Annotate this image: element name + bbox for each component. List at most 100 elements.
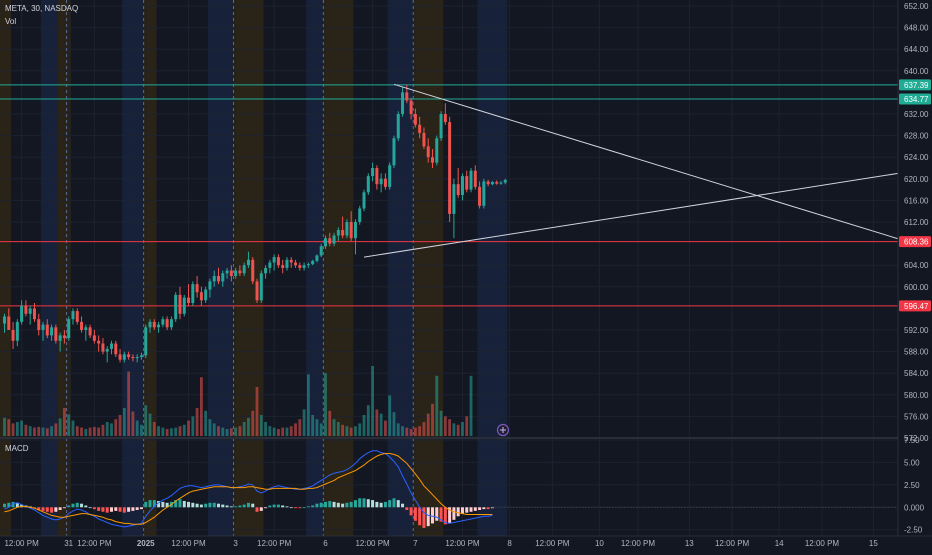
candle-body xyxy=(7,316,11,330)
macd-histogram-bar xyxy=(191,502,195,508)
macd-histogram-bar xyxy=(294,507,298,509)
plus-icon[interactable] xyxy=(496,423,510,437)
candle-body xyxy=(148,321,152,328)
volume-bar xyxy=(58,418,62,436)
macd-histogram-bar xyxy=(285,506,289,508)
candle-body xyxy=(229,270,233,276)
macd-histogram-bar xyxy=(345,502,349,508)
macd-histogram-bar xyxy=(366,499,370,508)
candle-body xyxy=(24,305,28,314)
candle-body xyxy=(383,178,387,187)
volume-bar xyxy=(362,415,366,436)
volume-bar xyxy=(469,375,473,436)
macd-histogram-bar xyxy=(405,507,409,510)
candle-body xyxy=(465,176,469,190)
candle-body xyxy=(413,114,417,125)
candle-body xyxy=(298,265,302,268)
macd-histogram-bar xyxy=(418,507,422,526)
macd-histogram-bar xyxy=(225,505,229,508)
macd-histogram-bar xyxy=(272,504,276,508)
candle-body xyxy=(92,335,96,341)
candle-body xyxy=(311,260,315,265)
candle-body xyxy=(41,324,45,330)
volume-bar xyxy=(431,403,434,436)
signal-line xyxy=(4,453,493,525)
candle-body xyxy=(452,184,456,214)
time-tick-label: 13 xyxy=(685,539,694,548)
candle-body xyxy=(101,343,105,352)
volume-bar xyxy=(268,426,272,436)
candle-body xyxy=(388,165,392,187)
candle-body xyxy=(80,321,84,330)
volume-bar xyxy=(324,373,327,436)
volume-bar xyxy=(97,427,101,436)
macd-histogram-bar xyxy=(174,500,178,508)
price-levels[interactable] xyxy=(0,84,898,307)
macd-histogram-bar xyxy=(110,507,113,512)
macd-histogram-bar xyxy=(379,502,383,508)
volume-bar xyxy=(328,410,332,436)
macd-histogram-bar xyxy=(45,507,49,512)
macd-histogram-bar xyxy=(152,500,156,508)
volume-bar xyxy=(384,420,387,436)
price-tick-label: 572.00 xyxy=(904,434,929,443)
candle-body xyxy=(54,327,58,341)
volume-bar xyxy=(461,422,464,436)
candle-body xyxy=(353,222,357,239)
candle-body xyxy=(114,343,118,355)
candle-body xyxy=(456,184,460,195)
macd-histogram-bar xyxy=(328,501,332,508)
time-tick-label: 14 xyxy=(775,539,784,548)
macd-tick-label: 0.000 xyxy=(904,503,925,512)
volume-bar xyxy=(272,427,276,436)
macd-histogram-bar xyxy=(208,502,212,508)
volume-bar xyxy=(247,417,250,436)
candle-body xyxy=(332,235,336,244)
volume-bar xyxy=(336,422,340,436)
volume-bar xyxy=(20,420,24,436)
volume-bar xyxy=(255,387,259,436)
candle-body xyxy=(495,182,499,184)
candle-body xyxy=(97,340,101,344)
macd-histogram-bar xyxy=(276,504,280,508)
price-tick-label: 600.00 xyxy=(904,283,929,292)
price-tick-label: 632.00 xyxy=(904,110,929,119)
volume-bar xyxy=(161,427,165,436)
macd-histogram-bar xyxy=(251,503,255,508)
volume-bar xyxy=(302,409,306,436)
candle-body xyxy=(289,259,293,263)
volume-bar xyxy=(422,422,426,436)
price-level-tag xyxy=(899,236,931,248)
macd-histogram-bar xyxy=(392,498,396,508)
macd-histogram-bar xyxy=(97,507,101,511)
candle-body xyxy=(349,222,353,239)
candle-body xyxy=(67,319,71,339)
volume-bar xyxy=(7,419,11,436)
macd-histogram-bar xyxy=(259,507,263,511)
price-level-tag xyxy=(899,79,931,91)
volume-bar xyxy=(92,426,96,436)
macd-histogram-bar xyxy=(289,507,293,509)
volume-bar xyxy=(452,423,456,436)
volume-bar xyxy=(208,419,212,436)
price-tick-label: 592.00 xyxy=(904,326,929,335)
volume-bar xyxy=(24,424,28,436)
trendlines[interactable] xyxy=(363,83,899,258)
macd-tick-label: 7.50 xyxy=(904,436,920,445)
time-axis-bg xyxy=(0,536,932,550)
candle-body xyxy=(88,327,92,336)
candle-body xyxy=(431,157,434,163)
volume-bar xyxy=(298,419,302,436)
candle-body xyxy=(478,186,482,206)
volume-bar xyxy=(37,426,41,436)
candle-body xyxy=(469,170,473,190)
candle-body xyxy=(157,324,161,328)
candle-body xyxy=(486,181,490,185)
candle-body xyxy=(259,273,263,301)
volume-bar xyxy=(118,415,122,436)
macd-histogram-bar xyxy=(388,500,392,508)
macd-histogram-bar xyxy=(311,505,315,508)
time-tick-label: 12:00 PM xyxy=(621,539,656,548)
